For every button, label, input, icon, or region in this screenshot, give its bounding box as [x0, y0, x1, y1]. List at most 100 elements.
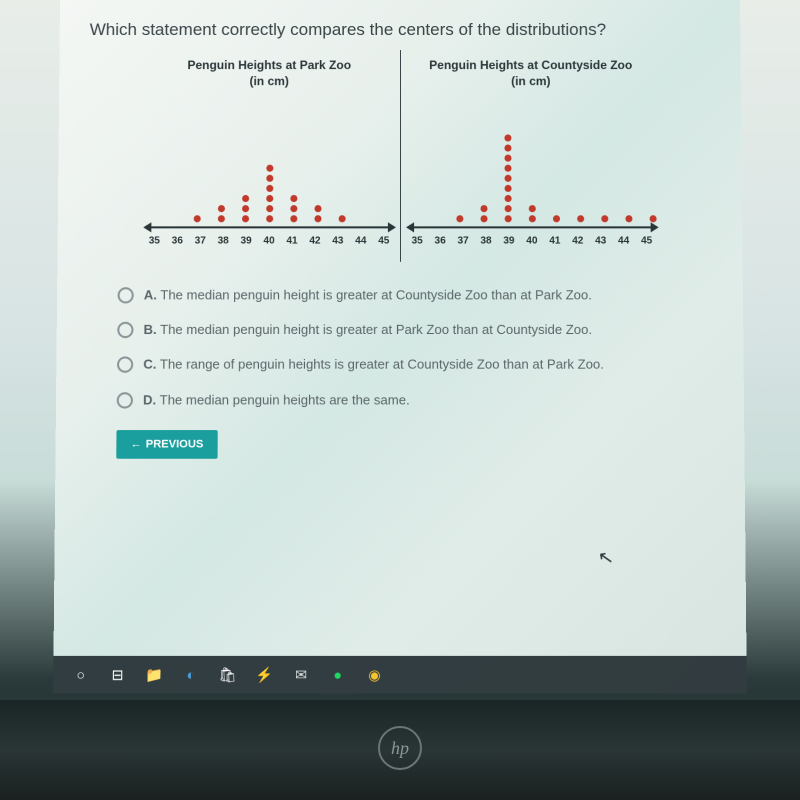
data-dot [242, 195, 249, 202]
tick-label: 39 [240, 236, 251, 247]
task-view-icon[interactable]: ⊟ [108, 665, 127, 684]
chart-a-ticks: 3536373839404142434445 [149, 236, 390, 247]
option-c-label: The range of penguin heights is greater … [160, 357, 604, 372]
spotify-icon[interactable]: ● [329, 665, 347, 684]
tick-label: 40 [526, 236, 537, 247]
data-dot [266, 185, 273, 192]
screen-content: Which statement correctly compares the c… [53, 0, 747, 693]
data-dot [650, 215, 657, 222]
store-icon[interactable]: 🛍 [218, 665, 236, 684]
radio-c[interactable] [117, 357, 133, 373]
previous-label: PREVIOUS [146, 438, 204, 450]
cortana-icon[interactable]: ○ [72, 665, 91, 684]
chart-a-plot: 3536373839404142434445 [138, 95, 400, 246]
option-a-text: A. The median penguin height is greater … [144, 286, 592, 304]
question-text: Which statement correctly compares the c… [90, 20, 711, 40]
tick-label: 38 [218, 236, 229, 247]
previous-button[interactable]: ← PREVIOUS [116, 430, 217, 459]
dot-column [455, 215, 465, 222]
chart-b-axis [412, 227, 653, 229]
data-dot [505, 205, 512, 212]
data-dot [266, 165, 273, 172]
data-dot [553, 215, 560, 222]
tick-label: 36 [435, 236, 446, 247]
option-c-text: C. The range of penguin heights is great… [143, 356, 604, 375]
data-dot [505, 195, 512, 202]
chart-a-title: Penguin Heights at Park Zoo (in cm) [139, 58, 400, 89]
data-dot [504, 135, 511, 142]
tick-label: 35 [149, 236, 160, 247]
tick-label: 36 [172, 236, 183, 247]
chart-b-title: Penguin Heights at Countyside Zoo (in cm… [401, 58, 662, 89]
data-dot [577, 215, 584, 222]
option-c[interactable]: C. The range of penguin heights is great… [117, 356, 683, 375]
tick-label: 42 [309, 236, 320, 247]
data-dot [504, 165, 511, 172]
tick-label: 41 [286, 236, 297, 247]
chart-a-axis [149, 227, 390, 229]
data-dot [290, 205, 297, 212]
chart-a-title-2: (in cm) [249, 74, 288, 88]
tick-label: 44 [355, 236, 366, 247]
answer-options: A. The median penguin height is greater … [86, 286, 713, 409]
dot-column [503, 135, 513, 223]
option-a[interactable]: A. The median penguin height is greater … [118, 286, 683, 304]
tick-label: 37 [195, 236, 206, 247]
chrome-icon[interactable]: ◉ [365, 665, 383, 684]
data-dot [504, 145, 511, 152]
data-dot [480, 205, 487, 212]
option-b[interactable]: B. The median penguin height is greater … [117, 321, 683, 340]
data-dot [290, 195, 297, 202]
edge-icon[interactable]: ◐ [182, 665, 200, 684]
mail-icon[interactable]: ✉ [292, 665, 310, 684]
dot-column [576, 215, 586, 222]
arrow-left-icon: ← [131, 438, 142, 450]
tick-label: 39 [503, 236, 514, 247]
dot-column [289, 195, 299, 222]
chart-b-title-2: (in cm) [511, 74, 550, 88]
radio-d[interactable] [117, 392, 133, 408]
taskbar: ○ ⊟ 📁 ◐ 🛍 ⚡ ✉ ● ◉ [53, 656, 747, 693]
chart-countyside-zoo: Penguin Heights at Countyside Zoo (in cm… [401, 58, 663, 262]
data-dot [266, 205, 273, 212]
data-dot [505, 215, 512, 222]
tick-label: 38 [480, 236, 491, 247]
data-dot [481, 215, 488, 222]
hp-logo: hp [378, 726, 422, 770]
dot-column [600, 215, 610, 222]
option-b-label: The median penguin height is greater at … [160, 322, 592, 337]
chart-b-title-1: Penguin Heights at Countyside Zoo [429, 58, 632, 72]
data-dot [314, 205, 321, 212]
data-dot [505, 185, 512, 192]
file-explorer-icon[interactable]: 📁 [145, 665, 163, 684]
tick-label: 41 [549, 236, 560, 247]
data-dot [505, 175, 512, 182]
data-dot [266, 215, 273, 222]
data-dot [339, 215, 346, 222]
option-a-label: The median penguin height is greater at … [160, 287, 592, 302]
option-d[interactable]: D. The median penguin heights are the sa… [117, 391, 684, 410]
option-b-text: B. The median penguin height is greater … [143, 321, 592, 340]
dot-column [648, 215, 658, 222]
tick-label: 45 [641, 236, 652, 247]
app-icon[interactable]: ⚡ [255, 665, 273, 684]
data-dot [242, 205, 249, 212]
data-dot [314, 215, 321, 222]
data-dot [266, 195, 273, 202]
dot-column [551, 215, 561, 222]
data-dot [504, 155, 511, 162]
data-dot [601, 215, 608, 222]
data-dot [456, 215, 463, 222]
chart-park-zoo: Penguin Heights at Park Zoo (in cm) 35 36… [138, 58, 400, 262]
dot-column [624, 215, 634, 222]
radio-b[interactable] [117, 322, 133, 338]
tick-label: 40 [263, 236, 274, 247]
data-dot [218, 215, 225, 222]
cursor-icon: ↖ [596, 546, 615, 570]
data-dot [290, 215, 297, 222]
dot-column [265, 165, 275, 223]
tick-label: 45 [378, 236, 389, 247]
dot-column [337, 215, 347, 222]
radio-a[interactable] [118, 287, 134, 303]
dot-column [479, 205, 489, 222]
